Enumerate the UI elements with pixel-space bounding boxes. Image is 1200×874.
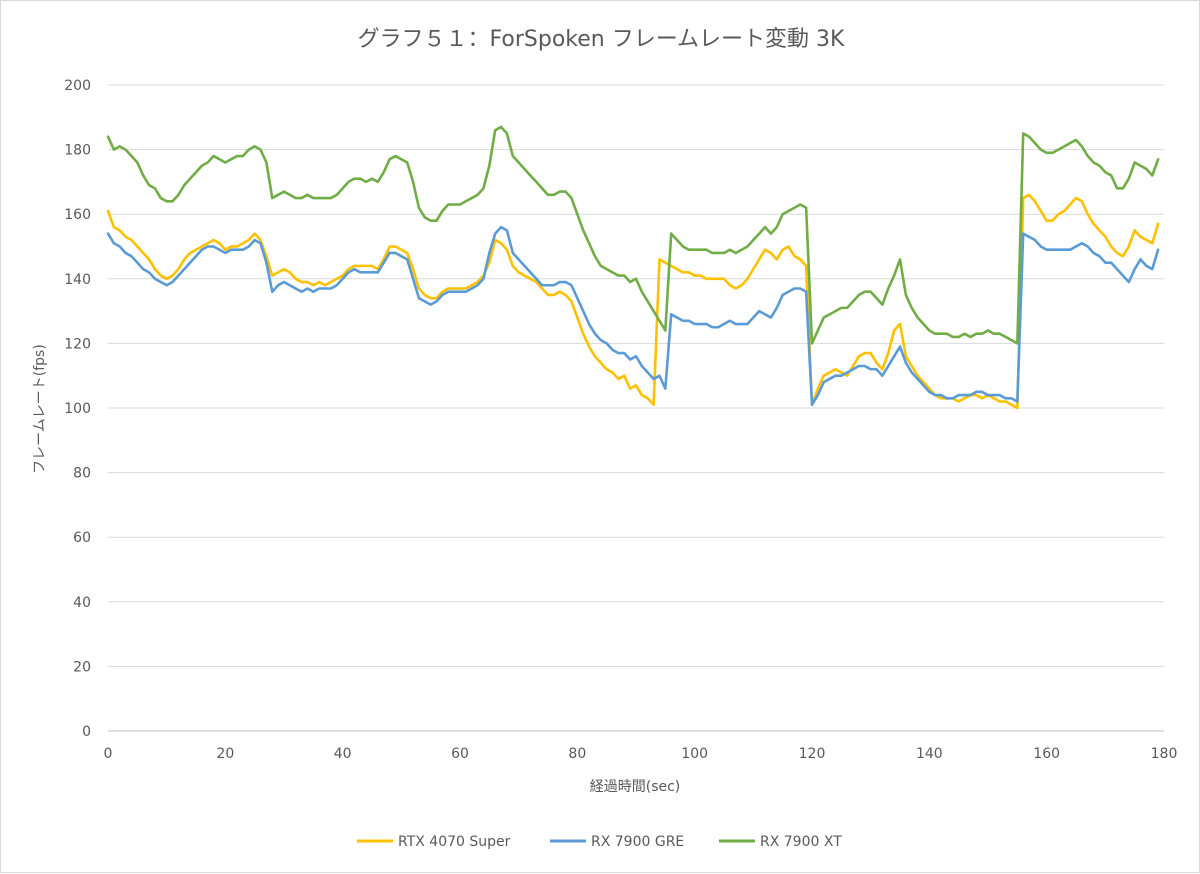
x-tick-label: 100 bbox=[681, 746, 708, 762]
y-tick-label: 140 bbox=[64, 272, 91, 288]
y-tick-label: 60 bbox=[73, 530, 91, 546]
y-tick-label: 40 bbox=[73, 595, 91, 611]
chart-title: グラフ５１：ForSpoken フレームレート変動 3K bbox=[358, 27, 846, 52]
series-lines bbox=[106, 125, 1160, 410]
gridlines bbox=[108, 84, 1164, 732]
legend-label: RX 7900 XT bbox=[760, 834, 842, 850]
x-axis-label: 経過時間(sec) bbox=[590, 779, 681, 795]
x-tick-label: 120 bbox=[799, 746, 826, 762]
y-axis-ticks: 0 20 40 60 80 100 120 140 160 180 200 bbox=[64, 78, 91, 740]
legend: RTX 4070 Super RX 7900 GRE RX 7900 XT bbox=[357, 834, 842, 850]
x-tick-label: 180 bbox=[1151, 746, 1178, 762]
legend-label: RX 7900 GRE bbox=[591, 834, 684, 850]
y-tick-label: 20 bbox=[73, 659, 91, 675]
x-tick-label: 20 bbox=[216, 746, 234, 762]
series-line-1 bbox=[106, 225, 1160, 407]
y-tick-label: 200 bbox=[64, 78, 91, 94]
y-tick-label: 0 bbox=[82, 724, 91, 740]
x-tick-label: 160 bbox=[1033, 746, 1060, 762]
y-tick-label: 80 bbox=[73, 466, 91, 482]
y-tick-label: 100 bbox=[64, 401, 91, 417]
x-tick-label: 80 bbox=[568, 746, 586, 762]
y-axis-label: フレームレート(fps) bbox=[32, 344, 48, 474]
legend-label: RTX 4070 Super bbox=[398, 834, 511, 850]
series-line-0 bbox=[106, 193, 1160, 410]
series-line-2 bbox=[106, 125, 1160, 345]
y-tick-label: 180 bbox=[64, 143, 91, 159]
x-axis-ticks: 0 20 40 60 80 100 120 140 160 180 bbox=[104, 746, 1178, 762]
x-tick-label: 40 bbox=[334, 746, 352, 762]
x-tick-label: 140 bbox=[916, 746, 943, 762]
y-tick-label: 160 bbox=[64, 207, 91, 223]
y-tick-label: 120 bbox=[64, 336, 91, 352]
x-tick-label: 0 bbox=[104, 746, 113, 762]
x-tick-label: 60 bbox=[451, 746, 469, 762]
